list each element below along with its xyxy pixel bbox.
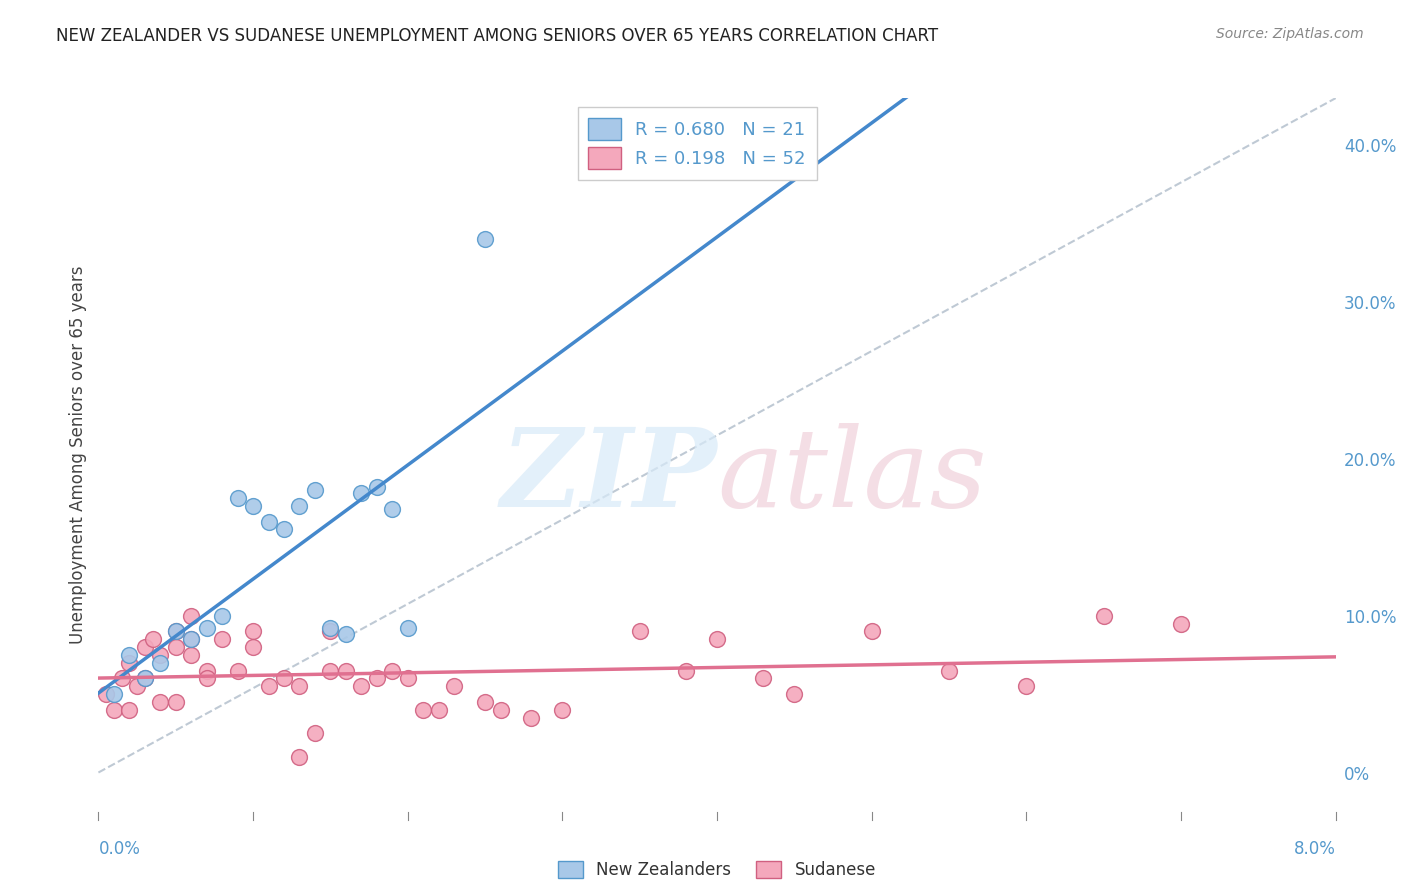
Point	[127, 679, 149, 693]
Text: 0.0%: 0.0%	[98, 840, 141, 858]
Point	[273, 523, 295, 537]
Point	[257, 515, 280, 529]
Point	[118, 656, 141, 670]
Point	[142, 632, 165, 647]
Point	[180, 632, 202, 647]
Point	[335, 664, 357, 678]
Point	[149, 648, 172, 662]
Point	[111, 672, 134, 686]
Point	[366, 672, 388, 686]
Point	[118, 703, 141, 717]
Point	[288, 499, 311, 513]
Point	[551, 703, 574, 717]
Point	[675, 664, 697, 678]
Point	[335, 627, 357, 641]
Point	[180, 648, 202, 662]
Point	[860, 624, 883, 639]
Point	[752, 672, 775, 686]
Point	[96, 687, 118, 701]
Point	[242, 624, 264, 639]
Point	[195, 664, 218, 678]
Point	[103, 703, 125, 717]
Point	[118, 648, 141, 662]
Point	[165, 695, 187, 709]
Point	[242, 499, 264, 513]
Point	[288, 749, 311, 764]
Point	[396, 621, 419, 635]
Point	[474, 695, 496, 709]
Point	[211, 632, 233, 647]
Point	[165, 624, 187, 639]
Point	[938, 664, 960, 678]
Point	[443, 679, 465, 693]
Point	[706, 632, 728, 647]
Text: ZIP: ZIP	[501, 423, 717, 530]
Point	[103, 687, 125, 701]
Point	[1170, 616, 1192, 631]
Point	[489, 703, 512, 717]
Point	[149, 695, 172, 709]
Point	[350, 679, 373, 693]
Point	[149, 656, 172, 670]
Text: 8.0%: 8.0%	[1294, 840, 1336, 858]
Point	[134, 672, 156, 686]
Point	[783, 687, 806, 701]
Point	[242, 640, 264, 654]
Point	[226, 491, 249, 505]
Point	[165, 624, 187, 639]
Point	[474, 232, 496, 246]
Point	[628, 624, 651, 639]
Point	[366, 480, 388, 494]
Point	[319, 621, 342, 635]
Point	[1015, 679, 1038, 693]
Point	[1092, 608, 1115, 623]
Point	[412, 703, 434, 717]
Point	[396, 672, 419, 686]
Point	[304, 483, 326, 498]
Point	[180, 608, 202, 623]
Text: Source: ZipAtlas.com: Source: ZipAtlas.com	[1216, 27, 1364, 41]
Point	[165, 640, 187, 654]
Point	[350, 486, 373, 500]
Point	[180, 632, 202, 647]
Point	[211, 608, 233, 623]
Point	[319, 624, 342, 639]
Point	[427, 703, 450, 717]
Point	[381, 664, 404, 678]
Point	[520, 711, 543, 725]
Point	[257, 679, 280, 693]
Point	[134, 672, 156, 686]
Point	[381, 502, 404, 516]
Point	[319, 664, 342, 678]
Point	[288, 679, 311, 693]
Point	[195, 672, 218, 686]
Text: NEW ZEALANDER VS SUDANESE UNEMPLOYMENT AMONG SENIORS OVER 65 YEARS CORRELATION C: NEW ZEALANDER VS SUDANESE UNEMPLOYMENT A…	[56, 27, 938, 45]
Point	[226, 664, 249, 678]
Point	[304, 726, 326, 740]
Point	[134, 640, 156, 654]
Legend: New Zealanders, Sudanese: New Zealanders, Sudanese	[551, 854, 883, 886]
Point	[273, 672, 295, 686]
Y-axis label: Unemployment Among Seniors over 65 years: Unemployment Among Seniors over 65 years	[69, 266, 87, 644]
Text: atlas: atlas	[717, 423, 987, 530]
Point	[195, 621, 218, 635]
